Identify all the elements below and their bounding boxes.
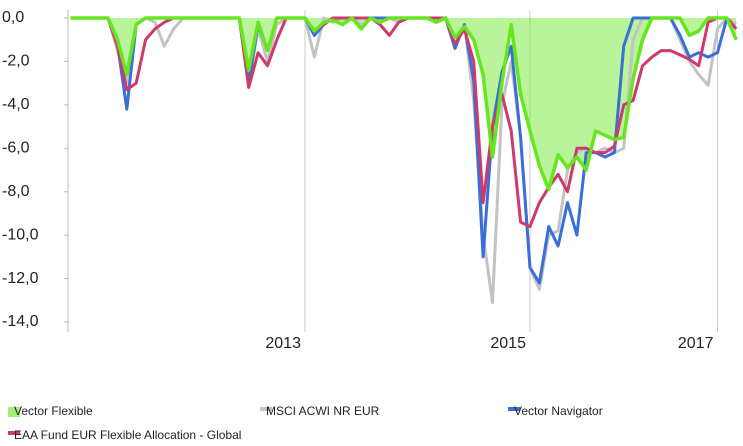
y-tick-label: -12,0 — [2, 270, 39, 287]
y-tick-label: -14,0 — [2, 313, 39, 330]
y-tick-label: -6,0 — [2, 140, 30, 157]
legend-label: MSCI ACWI NR EUR — [266, 404, 380, 418]
x-tick-label: 2017 — [678, 335, 714, 352]
y-tick-label: -10,0 — [2, 226, 39, 243]
y-tick-label: -2,0 — [2, 53, 30, 70]
legend-label: EAA Fund EUR Flexible Allocation - Globa… — [14, 428, 241, 442]
y-tick-label: -8,0 — [2, 183, 30, 200]
legend-label: Vector Flexible — [14, 404, 93, 418]
legend-swatch — [8, 407, 20, 417]
area — [70, 18, 737, 190]
line — [70, 16, 738, 192]
y-tick-label: -4,0 — [2, 96, 30, 113]
legend-label: Vector Navigator — [514, 404, 603, 418]
x-tick-label: 2015 — [490, 335, 526, 352]
y-tick-label: 0,0 — [2, 9, 24, 26]
x-tick-label: 2013 — [265, 335, 301, 352]
